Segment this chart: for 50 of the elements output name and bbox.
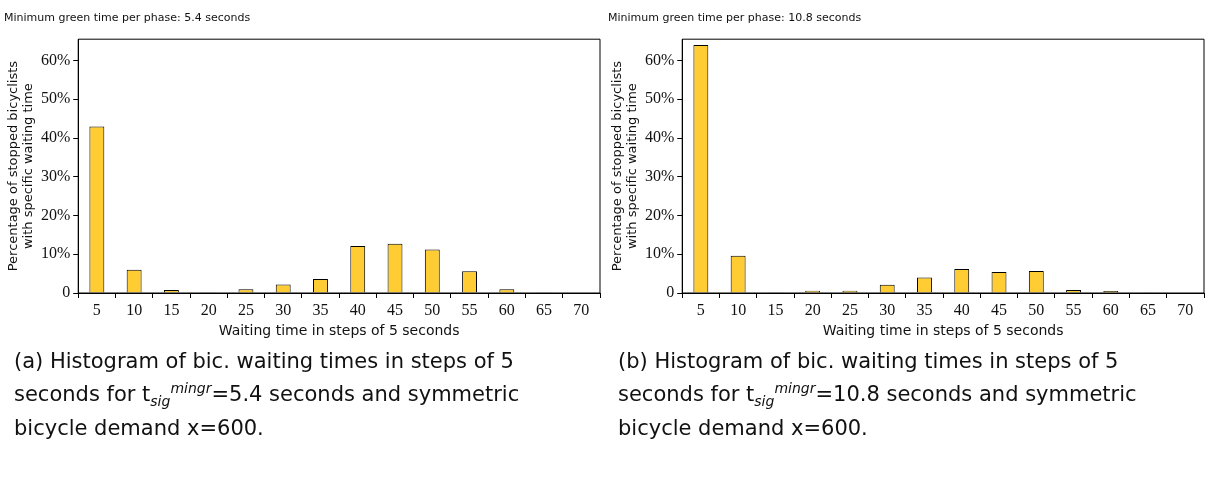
x-tick-label: 30 xyxy=(879,300,896,318)
x-tick-label: 70 xyxy=(1177,300,1194,318)
y-tick-label: 10% xyxy=(40,244,71,262)
y-tick-label: 0 xyxy=(666,283,675,301)
x-tick-label: 50 xyxy=(1028,300,1045,318)
y-tick-label: 30% xyxy=(644,166,675,184)
x-tick-label: 30 xyxy=(275,300,292,318)
x-tick-label: 10 xyxy=(126,300,143,318)
x-tick-label: 65 xyxy=(536,300,553,318)
x-tick-label: 55 xyxy=(1065,300,1082,318)
x-tick-label: 15 xyxy=(163,300,180,318)
x-tick-label: 70 xyxy=(573,300,590,318)
x-tick-label: 60 xyxy=(1102,300,1119,318)
y-tick-label: 0 xyxy=(62,283,71,301)
x-tick-label: 25 xyxy=(841,300,858,318)
x-tick-label: 40 xyxy=(349,300,366,318)
y-tick-label: 50% xyxy=(40,89,71,107)
x-tick-label: 20 xyxy=(804,300,821,318)
y-tick-label: 40% xyxy=(40,128,71,146)
y-tick-label: 20% xyxy=(644,205,675,223)
x-tick-label: 40 xyxy=(953,300,970,318)
y-tick-label: 40% xyxy=(644,128,675,146)
x-tick-label: 45 xyxy=(387,300,404,318)
x-tick-label: 25 xyxy=(237,300,254,318)
y-tick-label: 50% xyxy=(644,89,675,107)
x-tick-label: 35 xyxy=(312,300,329,318)
x-tick-label: 60 xyxy=(498,300,515,318)
x-tick-label: 35 xyxy=(916,300,933,318)
y-tick-label: 60% xyxy=(644,50,675,68)
x-tick-label: 65 xyxy=(1140,300,1157,318)
x-tick-label: 5 xyxy=(92,300,101,318)
x-tick-label: 15 xyxy=(767,300,784,318)
x-tick-label: 50 xyxy=(424,300,441,318)
y-axis-title: Percentage of stopped bicyclists with specific waiting time xyxy=(608,60,639,272)
y-tick-label: 60% xyxy=(40,50,71,68)
x-tick-label: 5 xyxy=(696,300,705,318)
y-axis-title: Percentage of stopped bicyclists with specific waiting time xyxy=(4,60,35,272)
x-tick-label: 45 xyxy=(991,300,1008,318)
x-tick-label: 10 xyxy=(730,300,747,318)
x-tick-label: 55 xyxy=(461,300,478,318)
x-tick-label: 20 xyxy=(200,300,217,318)
chart-title: Minimum green time per phase: 10.8 seconds xyxy=(608,11,862,25)
text: (b) Histogram of bic. waiting times in steps of 5 seconds for t$_{sig}$$^{mingr}$=10.8 seconds and symmetric bicycle demand x=600. xyxy=(618,348,1138,443)
chart-title: Minimum green time per phase: 5.4 seconds xyxy=(4,11,251,25)
y-tick-label: 30% xyxy=(40,166,71,184)
y-tick-label: 20% xyxy=(40,205,71,223)
x-axis-title: Waiting time in steps of 5 seconds xyxy=(822,322,1064,339)
x-axis-title: Waiting time in steps of 5 seconds xyxy=(218,322,460,339)
text: (a) Histogram of bic. waiting times in steps of 5 seconds for t$_{sig}$$^{mingr}$=5.4 seconds and symmetric bicycle demand x=600. xyxy=(14,348,521,443)
y-tick-label: 10% xyxy=(644,244,675,262)
